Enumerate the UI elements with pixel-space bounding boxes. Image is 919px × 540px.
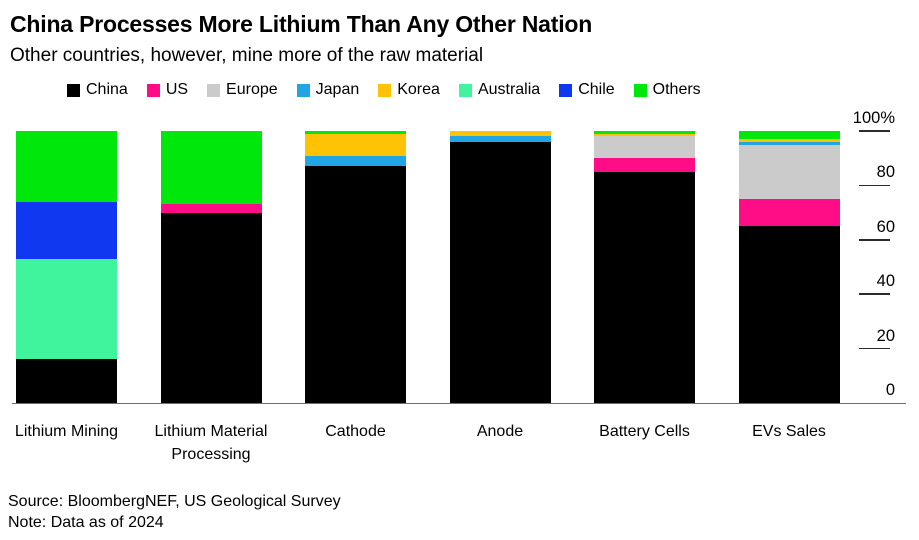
legend-item-chile: Chile [559, 81, 615, 99]
y-axis-tick-mark-100 [859, 130, 890, 132]
legend-label: Others [652, 81, 701, 98]
bar-segment-evs-sales-europe [738, 144, 840, 200]
bar-anode [449, 131, 551, 403]
bar-segment-battery-cells-us [594, 158, 695, 172]
bar-segment-anode-korea [449, 131, 551, 137]
legend-item-china: China [67, 81, 128, 99]
legend-swatch-us [146, 83, 160, 97]
bar-segment-anode-china [449, 141, 551, 403]
y-axis-tick-mark-40 [859, 293, 890, 295]
x-axis-line [12, 402, 906, 404]
legend-item-others: Others [633, 81, 701, 99]
legend-item-us: US [146, 81, 189, 99]
legend-label: US [165, 81, 189, 98]
bar-segment-cathode-japan [305, 155, 406, 167]
y-axis-tick-label-0: 0 [885, 381, 895, 399]
bar-segment-battery-cells-others [594, 131, 695, 134]
y-axis-tick-label-20: 20 [876, 326, 895, 345]
legend-label: Chile [578, 81, 615, 98]
bar-segment-lithium-material-processing-china [160, 212, 262, 403]
y-axis-tick-mark-20 [859, 347, 890, 350]
legend-item-europe: Europe [207, 81, 278, 99]
legend-swatch-chile [559, 83, 573, 97]
bar-segment-anode-japan [449, 136, 551, 142]
x-axis-label-evs-sales: EVs Sales [752, 423, 826, 440]
legend-label: China [86, 81, 128, 98]
bar-cathode [305, 131, 406, 403]
legend-swatch-china [67, 83, 80, 97]
x-axis-label-battery-cells: Battery Cells [599, 423, 690, 440]
y-axis-tick-label-40: 40 [876, 272, 895, 291]
legend-item-japan: Japan [296, 81, 360, 99]
legend-swatch-australia [458, 83, 472, 97]
bar-segment-evs-sales-korea [738, 139, 840, 142]
bar-segment-cathode-korea [305, 133, 406, 156]
data-note: Note: Data as of 2024 [8, 514, 164, 531]
bar-segment-evs-sales-others [738, 131, 840, 140]
bar-segment-lithium-mining-others [16, 131, 117, 202]
legend-swatch-korea [378, 83, 392, 97]
y-axis-tick-label-100: 100% [852, 109, 895, 127]
legend-swatch-others [633, 83, 647, 97]
legend-swatch-europe [207, 83, 221, 97]
y-axis-tick-label-80: 80 [876, 163, 895, 182]
bar-evs-sales [738, 131, 840, 403]
bar-segment-cathode-others [305, 131, 406, 134]
bar-segment-evs-sales-china [738, 226, 840, 403]
bar-segment-battery-cells-europe [594, 136, 695, 159]
x-axis-label-lithium-material-processing: Lithium Material Processing [154, 423, 268, 463]
bar-segment-lithium-material-processing-us [160, 204, 262, 213]
bar-lithium-material-processing [160, 131, 262, 403]
x-axis-label-cathode: Cathode [325, 423, 386, 440]
bar-segment-cathode-china [305, 166, 406, 403]
footer: Source: BloombergNEF, US Geological Surv… [8, 491, 341, 533]
bar-segment-evs-sales-us [738, 199, 840, 227]
legend-item-australia: Australia [458, 81, 541, 99]
y-axis-tick-mark-60 [859, 239, 890, 241]
bar-segment-lithium-material-processing-others [160, 131, 262, 205]
bar-segment-battery-cells-china [594, 171, 695, 403]
bar-segment-lithium-mining-australia [16, 258, 117, 360]
chart-subtitle: Other countries, however, mine more of t… [10, 45, 484, 66]
legend-label: Korea [397, 81, 440, 98]
y-axis-tick-label-60: 60 [876, 217, 895, 236]
bar-battery-cells [594, 131, 695, 403]
legend-swatch-japan [296, 83, 310, 97]
plot-area: 0 20 40 60 80 100% [0, 109, 919, 404]
source-note: Source: BloombergNEF, US Geological Surv… [8, 493, 341, 510]
legend-label: Japan [315, 81, 360, 98]
x-axis-label-lithium-mining: Lithium Mining [14, 423, 119, 440]
bar-segment-lithium-mining-chile [16, 201, 117, 259]
legend-label: Australia [477, 81, 541, 98]
legend-item-korea: Korea [378, 81, 440, 99]
bar-lithium-mining [16, 131, 117, 403]
y-axis-tick-mark-80 [859, 184, 890, 187]
x-axis-label-anode: Anode [476, 423, 524, 440]
chart-title: China Processes More Lithium Than Any Ot… [10, 11, 593, 37]
legend: China US Europe Japan Korea Australia Chile Oth… [67, 81, 701, 99]
legend-label: Europe [226, 81, 278, 98]
bar-segment-lithium-mining-china [16, 359, 117, 403]
bar-segment-evs-sales-japan [738, 141, 840, 145]
bar-segment-battery-cells-korea [594, 133, 695, 137]
